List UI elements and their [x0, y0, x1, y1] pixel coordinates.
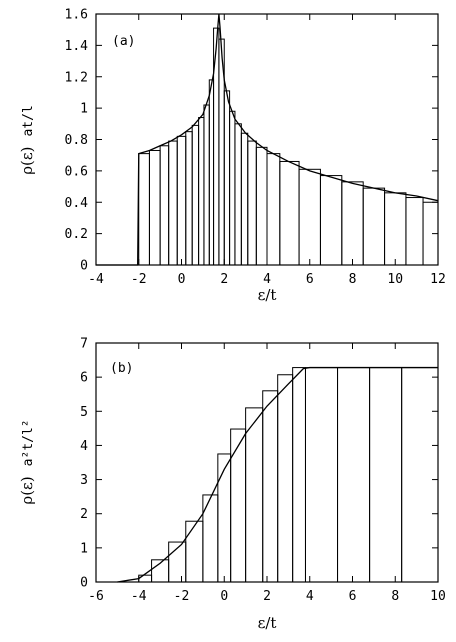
- panel-a-ytick-label: 1.4: [65, 39, 89, 54]
- panel-a-bar: [191, 124, 200, 266]
- panel-a-histogram: [138, 27, 439, 266]
- panel-b-xtick-label: 6: [349, 589, 357, 604]
- panel-a-bar: [229, 110, 236, 266]
- panel-b-xtick-label: 8: [391, 589, 399, 604]
- panel-a-xtick-label: 6: [306, 272, 314, 287]
- panel-a: -4 -2 0 2 4 6 8 10 12 0 0.2 0.4 0.6 0.8 1 1.2 1.4 1.6 (a)…: [18, 8, 446, 305]
- panel-a-xtick-label: 4: [263, 272, 271, 287]
- panel-b-ylabel-main: ρ(ε): [18, 476, 36, 504]
- panel-a-ylabel-unit: at/l: [21, 105, 36, 136]
- panel-a-bar: [266, 153, 281, 266]
- panel-b-bar: [304, 367, 339, 583]
- panel-a-bar: [234, 123, 242, 266]
- panel-b-ytick-label: 3: [80, 473, 88, 488]
- panel-b-dos-curve: [117, 366, 438, 583]
- panel-b-ticks: -6 -4 -2 0 2 4 6 8 10 0 1 2 3 4 5 6 7: [80, 337, 446, 605]
- panel-a-dos-curve: [96, 13, 439, 266]
- panel-a-bar: [223, 90, 231, 266]
- panel-b-ylabel: ρ(ε) a²t/l²: [18, 419, 36, 504]
- panel-b: -6 -4 -2 0 2 4 6 8 10 0 1 2 3 4 5 6 7 (b) ε/t ρ(ε) a²t/l…: [18, 337, 446, 633]
- panel-a-bar: [148, 149, 161, 266]
- panel-b-ylabel-unit: a²t/l²: [21, 419, 36, 466]
- panel-a-bar: [247, 140, 257, 266]
- panel-a-ytick-label: 1.2: [65, 70, 88, 85]
- panel-b-bar: [369, 367, 403, 583]
- panel-b-bar: [401, 367, 439, 583]
- panel-b-ytick-label: 4: [80, 439, 88, 454]
- panel-a-bar: [240, 132, 249, 266]
- panel-b-label: (b): [110, 361, 133, 376]
- panel-a-bar: [279, 160, 300, 266]
- panel-a-xtick-label: 12: [430, 272, 446, 287]
- panel-a-xtick-label: 0: [178, 272, 186, 287]
- panel-a-bar: [176, 135, 187, 266]
- panel-a-bar: [138, 153, 150, 266]
- panel-b-bar: [245, 407, 264, 583]
- panel-a-ytick-label: 0.4: [65, 196, 89, 211]
- panel-b-xtick-label: -4: [131, 589, 147, 604]
- panel-b-ytick-label: 5: [80, 405, 88, 420]
- panel-b-ytick-label: 6: [80, 371, 88, 386]
- panel-a-xtick-label: -2: [131, 272, 147, 287]
- panel-b-bar: [337, 367, 371, 583]
- panel-b-xtick-label: 2: [263, 589, 271, 604]
- panel-b-bar: [292, 367, 306, 583]
- panel-a-xtick-label: -4: [88, 272, 104, 287]
- panel-a-xtick-label: 8: [349, 272, 357, 287]
- panel-a-xlabel: ε/t: [258, 286, 277, 304]
- panel-a-bar: [362, 187, 386, 266]
- panel-a-bar: [341, 181, 364, 266]
- panel-a-bar: [298, 168, 321, 266]
- panel-a-label: (a): [112, 34, 135, 49]
- panel-b-ytick-label: 7: [80, 337, 88, 352]
- panel-b-bar: [217, 453, 232, 583]
- panel-b-xtick-label: 10: [430, 589, 446, 604]
- panel-a-bar: [159, 145, 170, 266]
- panel-a-ylabel-main: ρ(ε): [18, 147, 36, 175]
- panel-b-xlabel: ε/t: [258, 614, 277, 632]
- panel-b-xtick-label: -2: [174, 589, 190, 604]
- panel-b-xtick-label: -6: [88, 589, 104, 604]
- panel-b-frame: [95, 342, 439, 583]
- panel-a-ytick-label: 0.2: [65, 227, 88, 242]
- panel-a-bar: [198, 117, 205, 266]
- panel-b-ytick-label: 2: [80, 507, 88, 522]
- panel-a-bar: [208, 79, 215, 266]
- panel-b-xtick-label: 4: [306, 589, 314, 604]
- panel-a-bar: [405, 197, 424, 266]
- panel-a-bar: [168, 140, 178, 266]
- panel-b-bar: [262, 390, 279, 583]
- panel-b-bar: [230, 428, 247, 583]
- panel-a-bar: [185, 131, 193, 266]
- panel-a-bar: [203, 104, 210, 266]
- panel-b-histogram: [138, 367, 439, 583]
- panel-a-ylabel: ρ(ε) at/l: [18, 105, 36, 175]
- panel-a-ytick-label: 0.8: [65, 133, 88, 148]
- panel-a-bar: [319, 175, 343, 266]
- panel-b-ytick-label: 0: [80, 576, 88, 591]
- panel-a-ytick-label: 1.6: [65, 8, 88, 23]
- panel-a-xtick-label: 2: [220, 272, 228, 287]
- panel-a-bar: [255, 146, 268, 266]
- panel-a-ytick-label: 0: [80, 259, 88, 274]
- panel-a-bar: [384, 192, 407, 266]
- panel-a-ticks: -4 -2 0 2 4 6 8 10 12 0 0.2 0.4 0.6 0.8 1 1.2 1.4 1.6: [65, 8, 446, 288]
- panel-a-ytick-label: 1: [80, 102, 88, 117]
- panel-b-ytick-label: 1: [80, 541, 88, 556]
- panel-a-ytick-label: 0.6: [65, 164, 88, 179]
- panel-b-bar: [138, 574, 153, 583]
- panel-a-xtick-label: 10: [387, 272, 403, 287]
- panel-b-bar: [277, 374, 294, 583]
- panel-b-bar: [185, 520, 204, 583]
- panel-b-xtick-label: 0: [220, 589, 228, 604]
